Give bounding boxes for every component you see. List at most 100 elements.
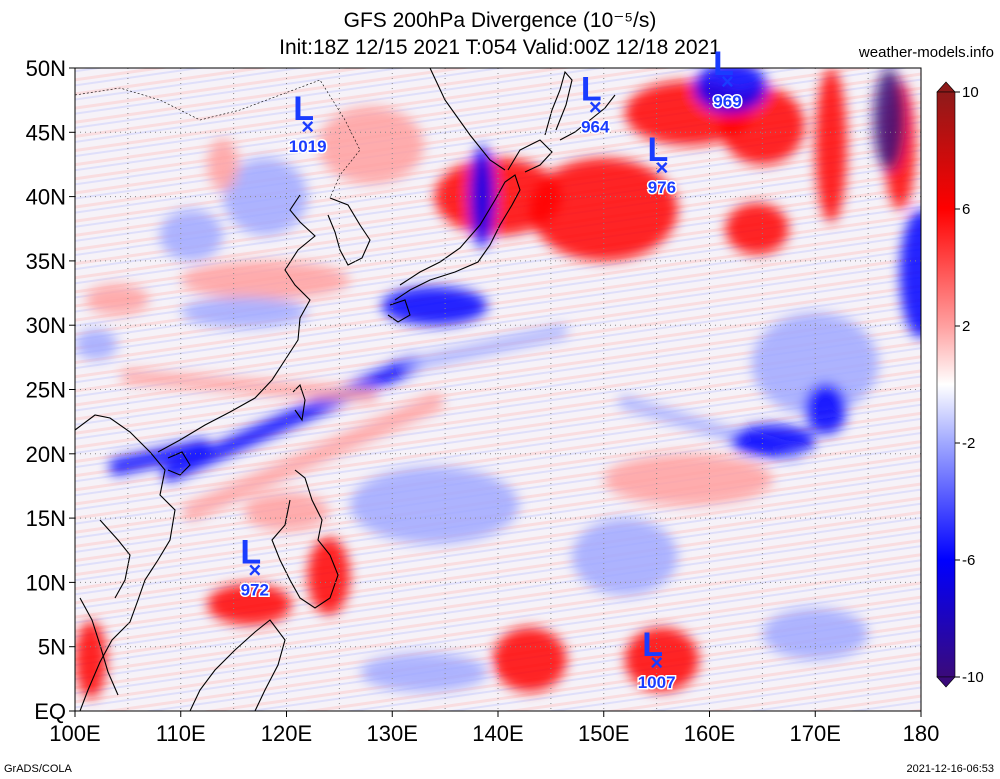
low-center-mark: × [721, 69, 734, 94]
low-letter: L [240, 534, 261, 572]
coastline-borneo [189, 619, 286, 711]
low-center-mark: × [301, 114, 314, 139]
x-tick-label: 110E [156, 721, 206, 746]
low-center-mark: × [589, 95, 602, 120]
low-center-mark: × [248, 558, 261, 583]
chart-subtitle: Init:18Z 12/15 2021 T:054 Valid:00Z 12/1… [0, 36, 1000, 60]
coastline-vietnam [99, 519, 131, 599]
coastline-china-coast [157, 194, 316, 453]
y-tick-label: 30N [26, 313, 66, 338]
colorbar-tick-label: -6 [962, 552, 975, 569]
y-tick-label: 40N [26, 185, 66, 210]
x-tick-label: 130E [367, 721, 418, 746]
coastline-korea [327, 197, 371, 266]
x-tick-label: 180 [903, 721, 940, 746]
coastline-malay-peninsula [79, 597, 119, 696]
divergence-cell [180, 296, 308, 328]
coastline-kyushu [387, 299, 411, 323]
coastline-kuril-islands [559, 94, 616, 141]
divergence-cell [381, 286, 488, 326]
x-tick-label: 140E [472, 721, 523, 746]
low-pressure-value: 1007 [638, 673, 676, 692]
divergence-cell [469, 145, 495, 249]
divergence-band [182, 393, 444, 521]
divergence-cell [349, 466, 520, 544]
y-tick-label: 10N [26, 570, 66, 595]
y-tick-label: 20N [26, 442, 66, 467]
grads-credit: GrADS/COLA [4, 763, 72, 775]
y-tick-label: 50N [26, 56, 66, 81]
colorbar-tick-label: -2 [962, 435, 975, 452]
coastline-hokkaido [507, 139, 553, 173]
divergence-cell [307, 537, 350, 615]
low-center-mark: × [650, 650, 663, 675]
y-tick-label: 35N [26, 249, 66, 274]
y-tick-label: 5N [38, 635, 66, 660]
divergence-band [108, 439, 211, 476]
chart-title: GFS 200hPa Divergence (10⁻⁵/s) [343, 9, 657, 32]
divergence-cell [529, 158, 678, 261]
x-axis-ticks: 100E 110E 120E 130E 140E 150E 160E 170E 180 [49, 711, 939, 746]
low-letter: L [293, 90, 314, 128]
low-pressure-center: L×964 [580, 71, 612, 139]
divergence-cell [434, 158, 562, 236]
low-letter: L [648, 131, 669, 169]
colorbar-upper-arrow [936, 81, 956, 93]
low-pressure-value: 976 [648, 178, 676, 197]
divergence-cell [603, 453, 773, 506]
low-letter: L [581, 71, 602, 109]
low-pressure-center: L×972 [239, 534, 270, 602]
coastline-asia-mainland [75, 414, 176, 711]
low-pressure-center: L×976 [646, 131, 677, 199]
low-pressure-center: L×1007 [636, 626, 677, 694]
divergence-cell [725, 203, 789, 255]
x-tick-label: 150E [578, 721, 629, 746]
lat-lon-gridlines [75, 68, 921, 711]
y-tick-label: EQ [34, 699, 66, 724]
divergence-band [161, 355, 422, 482]
low-center-mark: × [655, 155, 668, 180]
low-pressure-value: 964 [581, 118, 610, 137]
low-pressure-value: 972 [241, 581, 269, 600]
coastline-russia-far-east [429, 68, 506, 171]
divergence-cell [75, 620, 107, 699]
x-tick-label: 160E [684, 721, 735, 746]
country-boundaries [75, 79, 361, 199]
divergence-cell [492, 627, 567, 692]
x-tick-label: 100E [49, 721, 100, 746]
divergence-cell [85, 284, 150, 315]
x-tick-label: 120E [261, 721, 312, 746]
divergence-cell [180, 260, 350, 300]
colorbar-tick-label: 10 [962, 84, 979, 101]
divergence-cell [730, 424, 816, 458]
low-pressure-value: 969 [713, 92, 741, 111]
divergence-cell [873, 68, 906, 171]
divergence-cell [360, 653, 488, 692]
divergence-band [120, 369, 379, 404]
divergence-band [406, 325, 568, 371]
boundary-china-mongolia [75, 87, 281, 121]
colorbar-tick-label: 6 [962, 201, 970, 218]
low-pressure-center: L×969 [712, 45, 743, 113]
divergence-cell [75, 329, 118, 360]
colorbar-lower-arrow [936, 676, 956, 688]
divergence-cell [804, 383, 847, 435]
colorbar: 10 6 2 -2 -6 -10 [936, 81, 984, 688]
y-tick-label: 45N [26, 120, 66, 145]
divergence-cell [318, 106, 424, 184]
divergence-cell [207, 583, 292, 625]
coastlines [75, 68, 616, 711]
source-credit: weather-models.info [858, 44, 994, 61]
init-valid-line: Init:18Z 12/15 2021 T:054 Valid:00Z 12/1… [279, 36, 721, 59]
divergence-cell [899, 209, 921, 339]
low-letter: L [713, 45, 734, 83]
divergence-cell [244, 492, 329, 531]
divergence-cell [159, 209, 224, 261]
coastline-japan-honshu [394, 174, 521, 301]
divergence-cell [693, 68, 768, 114]
render-timestamp: 2021-12-16-06:53 [906, 763, 994, 775]
divergence-cell [624, 627, 699, 692]
coastline-philippines [271, 469, 339, 609]
